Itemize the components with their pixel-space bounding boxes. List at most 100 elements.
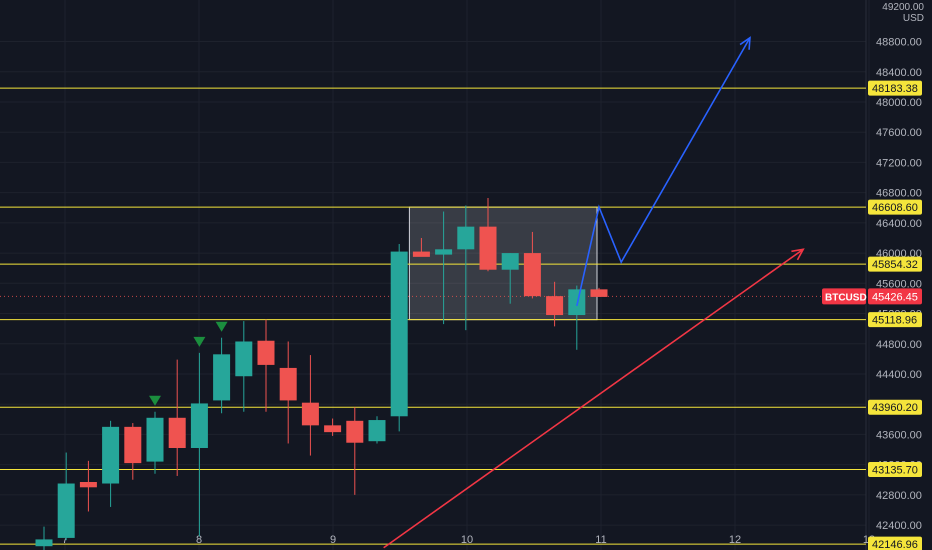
symbol-badge-bg <box>822 288 866 305</box>
price-axis-tick-label: 47200.00 <box>876 157 922 169</box>
projection-line-red-arrowhead <box>791 248 805 261</box>
candle-body <box>124 426 142 464</box>
level-label: 45118.96 <box>868 312 922 328</box>
candle-body <box>590 289 608 297</box>
candle-bearish <box>523 231 541 299</box>
level-label-text: 43135.70 <box>872 464 918 476</box>
price-badge-text: 45426.45 <box>872 291 918 303</box>
level-label-text: 45854.32 <box>872 259 918 271</box>
candle-bullish <box>102 420 120 507</box>
candle-bearish <box>279 341 297 444</box>
time-axis-tick-label: 7 <box>62 534 68 546</box>
level-label: 46608.60 <box>868 199 922 215</box>
axis-currency-header: 49200.00 USD <box>882 2 924 24</box>
level-label-bg <box>868 461 922 477</box>
candle-body <box>79 482 97 488</box>
candle-body <box>368 420 386 442</box>
time-axis-tick-label: 11 <box>595 534 606 546</box>
candle-body <box>168 417 186 449</box>
sell-signal-marker <box>149 395 161 406</box>
price-axis-tick-label: 45600.00 <box>876 278 922 290</box>
candle-body <box>546 296 564 316</box>
candle-bullish <box>568 285 586 350</box>
candle-body <box>190 403 208 449</box>
candle-body <box>501 253 519 270</box>
candle-bearish <box>79 460 97 512</box>
grid-lines <box>0 0 870 550</box>
candles <box>35 197 608 550</box>
time-axis-tick-label: 12 <box>729 534 741 546</box>
price-axis-tick-label: 42400.00 <box>876 520 922 532</box>
candle-body <box>35 539 53 547</box>
level-label-bg <box>868 312 922 328</box>
current-price-badge: BTCUSD 45426.45 <box>822 288 922 305</box>
candle-bullish <box>57 452 75 541</box>
level-label: 45854.32 <box>868 256 922 272</box>
candle-body <box>390 251 408 417</box>
projection-path-blue <box>576 37 751 307</box>
price-axis-tick-label: 48000.00 <box>876 97 922 109</box>
candle-bearish <box>257 319 275 412</box>
candle-body <box>324 425 342 433</box>
candle-body <box>523 253 541 297</box>
candle-bearish <box>479 197 497 272</box>
level-label: 42146.96 <box>868 536 922 550</box>
candle-bullish <box>146 411 164 474</box>
candle-bullish <box>501 253 519 304</box>
level-label-bg <box>868 199 922 215</box>
candle-bearish <box>546 281 564 327</box>
axis-top-partial-label: 49200.00 <box>882 2 924 13</box>
candle-body <box>412 251 430 257</box>
candle-bearish <box>168 359 186 476</box>
level-label-text: 42146.96 <box>872 539 918 550</box>
level-label-bg <box>868 399 922 415</box>
level-label-text: 46608.60 <box>872 202 918 214</box>
symbol-badge-text: BTCUSD <box>825 292 867 303</box>
level-labels: 48183.38 46608.60 45854.32 45118.96 43960.20… <box>868 80 922 550</box>
candle-body <box>435 249 453 255</box>
horizontal-levels <box>0 87 866 545</box>
candle-bearish <box>301 355 319 456</box>
candle-body <box>102 426 120 484</box>
price-axis-tick-label: 44800.00 <box>876 339 922 351</box>
price-axis-tick-label: 46800.00 <box>876 188 922 200</box>
candle-body <box>279 367 297 401</box>
candle-body <box>568 289 586 316</box>
candle-bearish <box>324 418 342 436</box>
candle-bearish <box>590 287 608 297</box>
level-label: 43135.70 <box>868 461 922 477</box>
price-axis-tick-label: 48800.00 <box>876 37 922 49</box>
candle-bullish <box>435 211 453 325</box>
candle-bullish <box>368 416 386 444</box>
level-label-text: 43960.20 <box>872 402 918 414</box>
level-label: 43960.20 <box>868 399 922 415</box>
level-label-text: 48183.38 <box>872 83 918 95</box>
time-axis-tick-label: 8 <box>196 534 202 546</box>
price-axis-tick-label: 42800.00 <box>876 490 922 502</box>
candle-body <box>146 417 164 462</box>
price-axis-tick-label: 48400.00 <box>876 67 922 79</box>
time-axis-tick-label: 9 <box>330 534 336 546</box>
candle-bearish <box>346 407 364 495</box>
candle-bullish <box>390 244 408 432</box>
candle-bullish <box>190 352 208 537</box>
sell-signals <box>149 321 228 406</box>
price-axis-tick-label: 44400.00 <box>876 369 922 381</box>
candle-bullish <box>35 526 53 550</box>
candle-body <box>213 354 231 401</box>
axis-currency: USD <box>902 13 924 24</box>
candle-body <box>57 483 75 538</box>
level-label-bg <box>868 256 922 272</box>
price-badge-bg <box>868 288 922 305</box>
projection-path-blue-arrowhead <box>739 36 751 50</box>
candle-body <box>457 226 475 250</box>
candle-bullish <box>213 337 231 414</box>
candle-body <box>235 341 253 377</box>
price-axis-tick-label: 43600.00 <box>876 429 922 441</box>
candle-bullish <box>235 321 253 412</box>
candle-bullish <box>457 205 475 331</box>
candle-bearish <box>412 237 430 257</box>
candle-bearish <box>124 423 142 480</box>
